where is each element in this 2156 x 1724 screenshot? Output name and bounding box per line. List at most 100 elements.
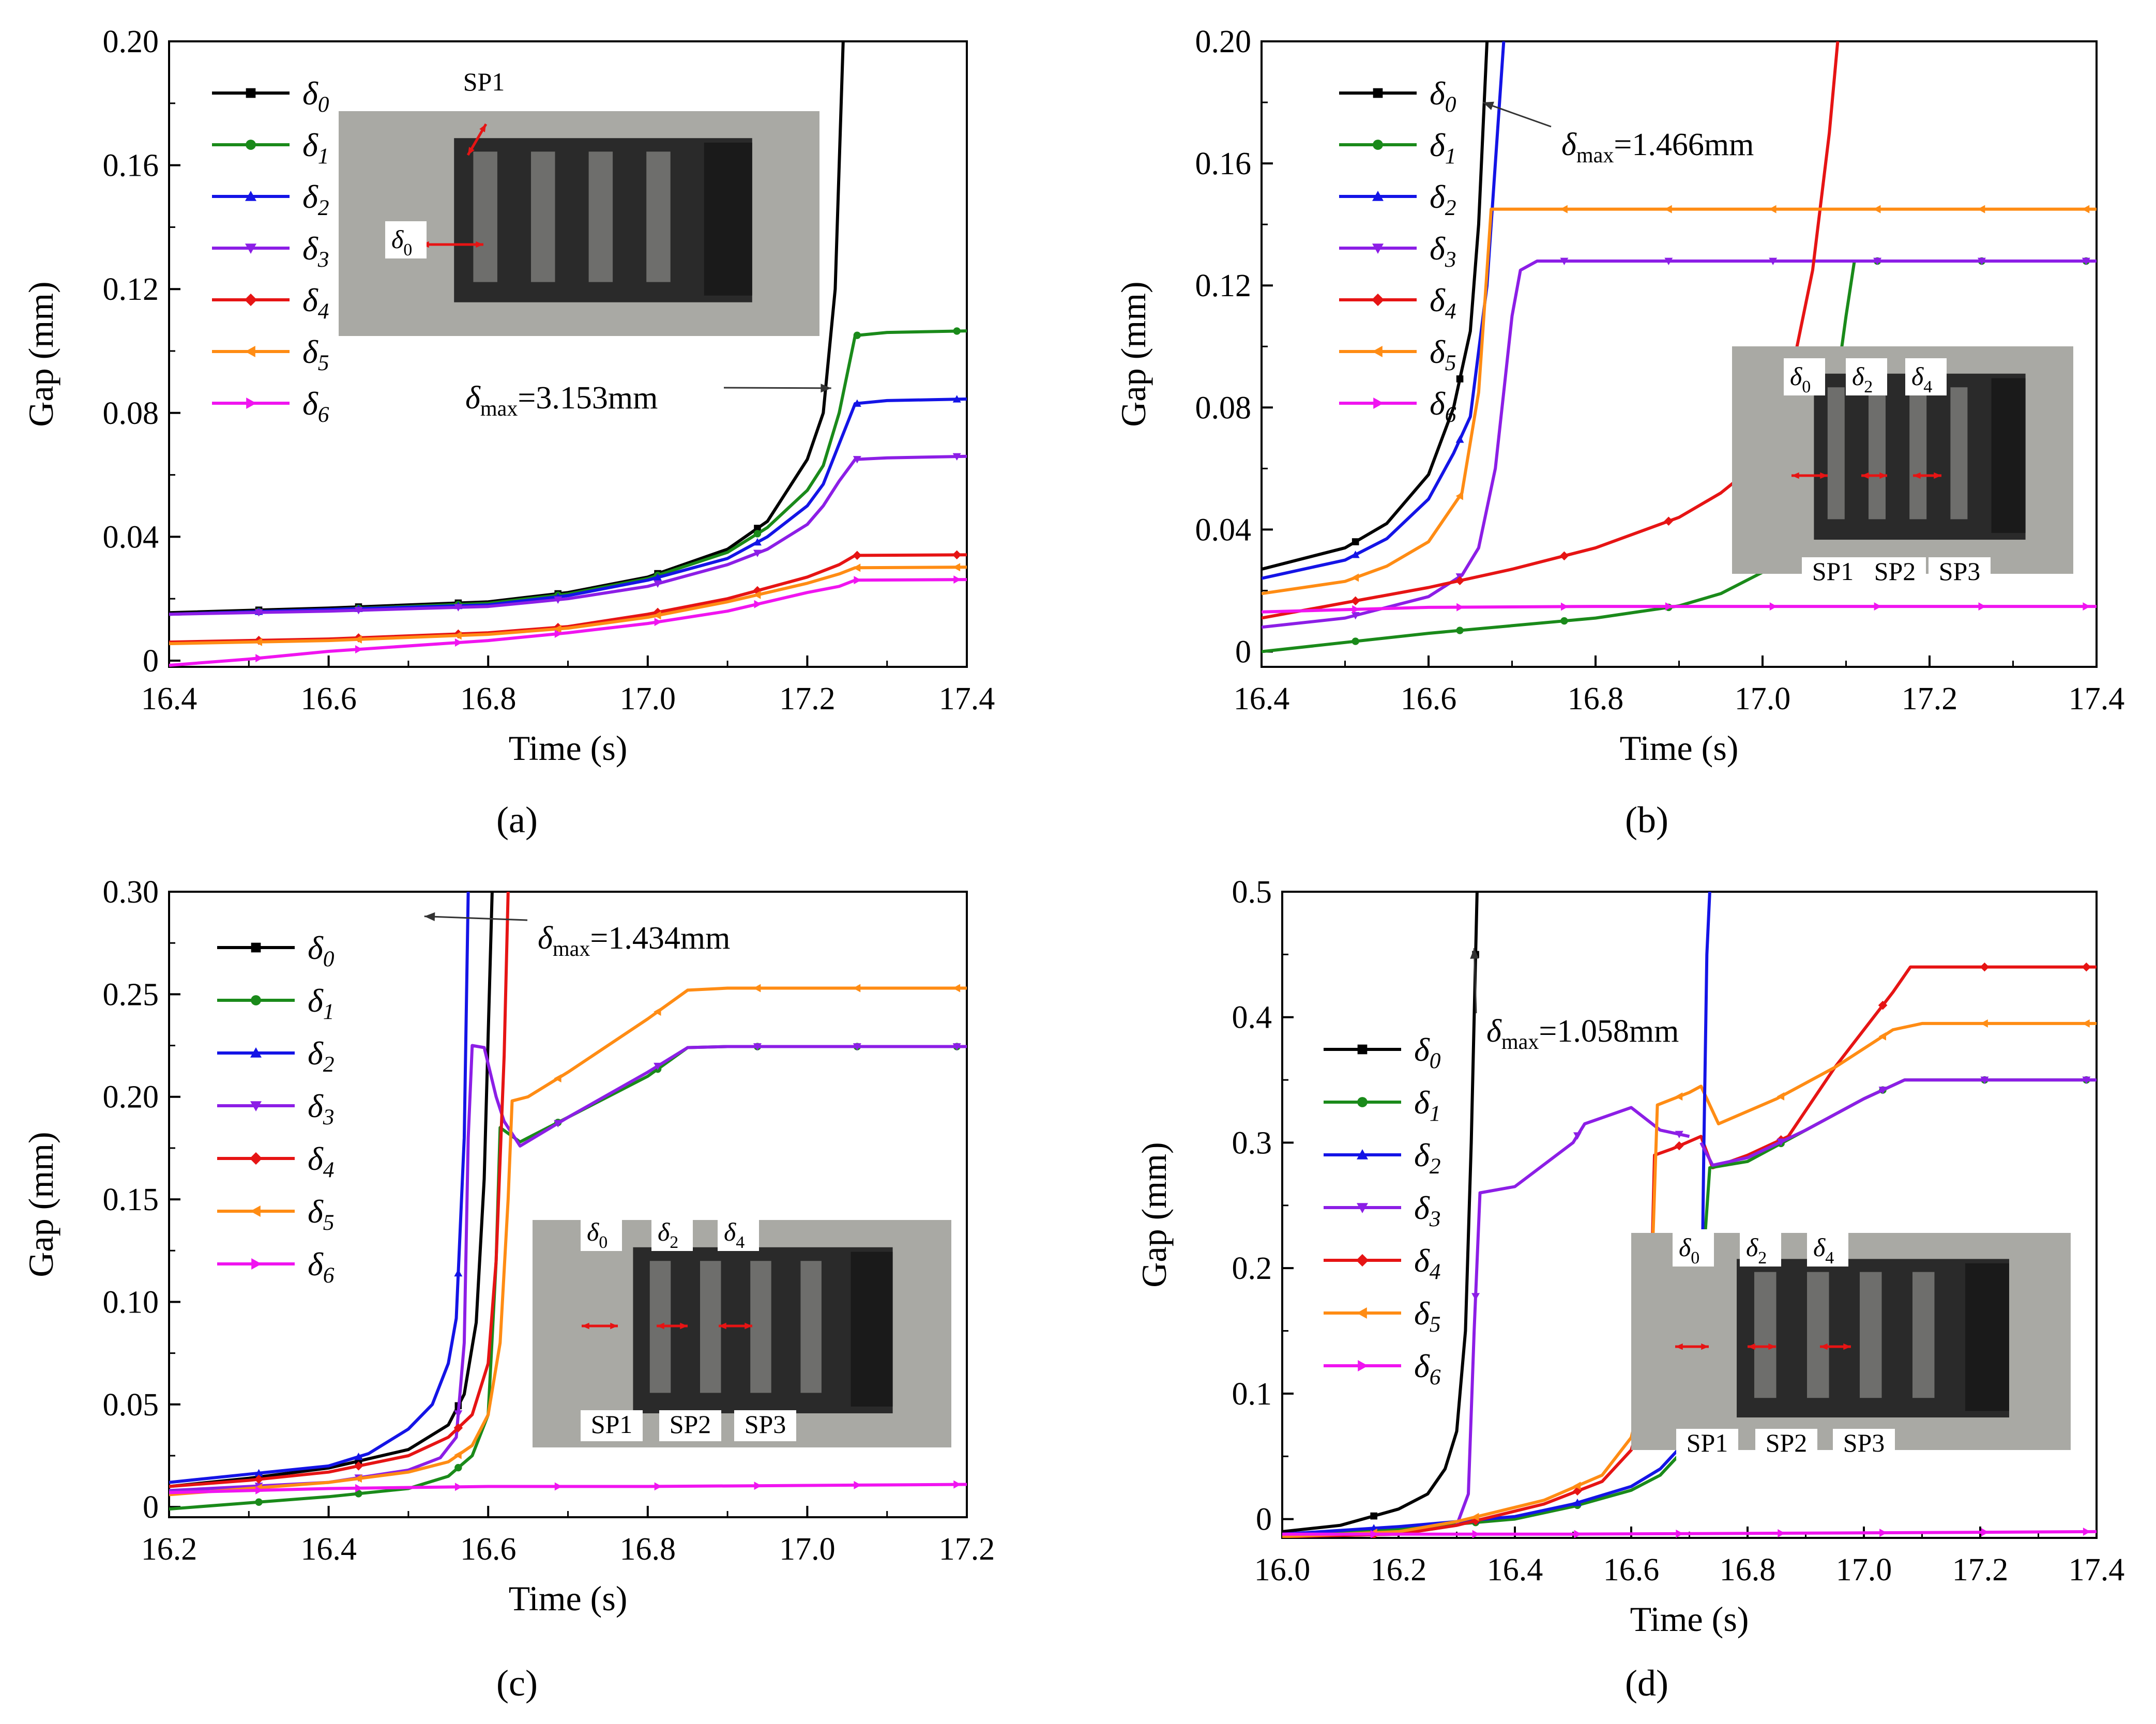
legend-label-d0: δ0	[308, 929, 335, 971]
inset-arrow-head	[680, 1322, 688, 1330]
data-marker	[1471, 1293, 1480, 1301]
y-tick-label: 0.5	[1232, 875, 1272, 910]
data-marker	[654, 611, 661, 620]
specimen-slot	[800, 1261, 822, 1393]
data-marker	[1351, 573, 1359, 582]
series-line-d4	[1262, 41, 1840, 620]
inset-arrow-head	[657, 1322, 664, 1330]
inset-arrow-head	[1879, 472, 1887, 479]
inset-arrow-head	[1791, 472, 1799, 479]
inset-arrow-head	[1820, 1343, 1828, 1350]
data-marker	[1777, 1092, 1785, 1101]
data-marker	[1878, 1032, 1886, 1041]
y-tick-label: 0.4	[1232, 1000, 1272, 1035]
data-marker	[952, 453, 961, 461]
inset-arrow-head	[1748, 1343, 1755, 1350]
data-marker	[554, 596, 563, 604]
data-marker	[953, 327, 961, 335]
x-axis-title: Time (s)	[1620, 728, 1739, 768]
panel-a: 16.4 16.6 16.8 17.0 17.2 17.4 0 0.04 0.08 0.12 0.1…	[21, 24, 995, 841]
legend-label-d0: δ0	[302, 75, 329, 117]
data-marker	[1370, 1512, 1377, 1520]
panel-label: (a)	[496, 799, 538, 841]
specimen-slot	[700, 1261, 721, 1393]
data-marker	[355, 645, 363, 654]
data-marker	[254, 1469, 263, 1477]
y-tick-label: 0.12	[1195, 268, 1252, 303]
series-group	[169, 892, 967, 1511]
series-line-d3	[1282, 1106, 1690, 1538]
annotation-arrow	[1473, 948, 1477, 1014]
series-group	[169, 41, 967, 667]
y-tick-label: 0.04	[103, 520, 159, 555]
inset-label: δ2	[658, 1217, 678, 1252]
y-tick-label: 0.12	[103, 272, 159, 307]
inset-label: δ0	[587, 1217, 608, 1252]
data-marker	[453, 1423, 463, 1432]
data-marker	[246, 398, 256, 409]
series-line-d5	[169, 986, 967, 1497]
data-marker	[1873, 205, 1881, 213]
data-marker	[754, 525, 761, 532]
y-tick-label: 0	[1235, 634, 1251, 669]
legend-label-d5: δ5	[308, 1193, 335, 1235]
data-marker	[245, 346, 255, 357]
y-tick-label: 0.04	[1195, 512, 1252, 547]
data-marker	[554, 1482, 563, 1491]
data-marker	[654, 1482, 662, 1491]
x-tick-label: 17.0	[620, 681, 676, 716]
data-marker	[853, 399, 861, 407]
panel-b: 16.4 16.6 16.8 17.0 17.2 17.4 0 0.04 0.08 0.12 0.1…	[1114, 24, 2124, 841]
data-marker	[952, 984, 961, 993]
data-marker	[1456, 603, 1464, 612]
inset-arrow-head	[1820, 472, 1828, 479]
y-tick-label: 0	[143, 644, 159, 679]
data-marker	[554, 1120, 563, 1127]
panel-label: (c)	[496, 1662, 538, 1704]
data-marker	[1980, 1019, 1988, 1028]
data-marker	[1664, 257, 1673, 265]
y-tick-label: 0.20	[103, 1080, 159, 1115]
data-marker	[1352, 637, 1359, 645]
data-marker	[255, 1486, 263, 1494]
legend-label-d3: δ3	[1430, 230, 1456, 272]
data-marker	[454, 1451, 462, 1459]
x-tick-label: 17.0	[1735, 681, 1791, 716]
inset-label-box	[1755, 1429, 1817, 1460]
legend-label-d0: δ0	[1414, 1031, 1441, 1073]
x-tick-label: 16.0	[1254, 1552, 1311, 1588]
data-marker	[1472, 1530, 1480, 1538]
x-tick-label: 16.4	[141, 681, 198, 716]
annotation-arrow	[1482, 101, 1552, 128]
series-line-d3	[1699, 1078, 2097, 1167]
data-marker	[1675, 1141, 1684, 1151]
y-tick-label: 0	[143, 1490, 159, 1525]
data-marker	[454, 1410, 463, 1418]
data-marker	[1980, 962, 1990, 972]
data-marker	[1351, 612, 1360, 620]
series-line-d4	[169, 892, 510, 1488]
data-marker	[1352, 605, 1360, 614]
inset-photo: δ0 δ2 δ4 SP1 SP2 SP3	[533, 1214, 951, 1447]
data-marker	[1561, 602, 1569, 611]
inset-label: δ2	[1852, 362, 1873, 396]
data-marker	[354, 1474, 362, 1483]
y-tick-label: 0	[1256, 1502, 1272, 1537]
data-marker	[1873, 257, 1882, 265]
y-tick-label: 0.05	[103, 1387, 159, 1423]
data-marker	[753, 1043, 762, 1051]
data-marker	[1664, 516, 1674, 526]
specimen-slot	[1860, 1272, 1882, 1398]
legend-label-d2: δ2	[1430, 178, 1456, 220]
inset-label-box	[385, 221, 427, 258]
data-marker	[354, 607, 363, 615]
data-marker	[1372, 243, 1384, 254]
data-marker	[654, 1008, 661, 1016]
data-marker	[255, 654, 263, 663]
x-tick-label: 16.2	[1371, 1552, 1427, 1588]
x-tick-label: 16.4	[300, 1532, 357, 1567]
data-marker	[2083, 602, 2090, 611]
data-marker	[1560, 257, 1569, 265]
series-line-d1	[1282, 1455, 1679, 1537]
specimen-slot	[1950, 387, 1968, 520]
